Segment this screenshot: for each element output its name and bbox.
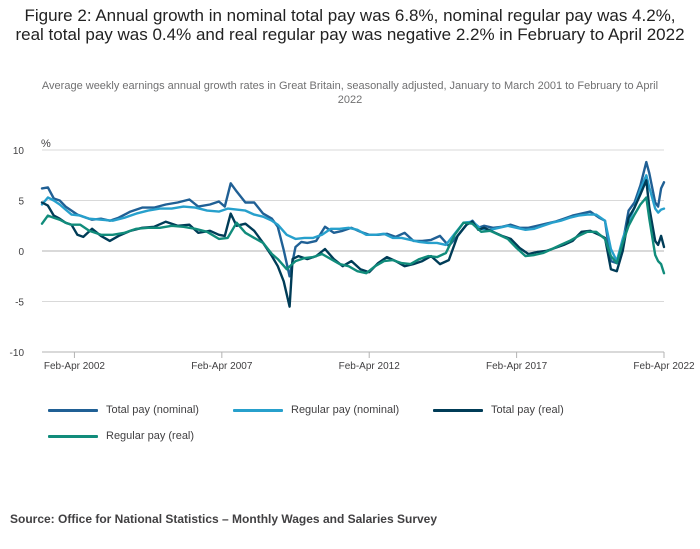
legend-label: Regular pay (real) [106, 430, 195, 442]
x-tick-label: Feb-Apr 2002 [44, 361, 106, 372]
series-line-regular-pay-real [40, 196, 666, 275]
legend-label: Total pay (nominal) [106, 404, 199, 416]
legend-swatch [233, 408, 283, 412]
line-chart: 10 5 0 -5 -10 Feb-Apr 2002 Feb-Apr 2007 Feb-Apr… [10, 138, 695, 372]
legend-label: Regular pay (nominal) [291, 404, 400, 416]
x-tick-label: Feb-Apr 2007 [191, 361, 253, 372]
x-tick-label: Feb-Apr 2017 [486, 361, 548, 372]
legend-item: Regular pay (nominal) [233, 404, 399, 416]
y-tick-label: -5 [15, 298, 24, 309]
chart-subtitle: Average weekly earnings annual growth ra… [41, 80, 659, 106]
x-tick-label: Feb-Apr 2012 [339, 361, 401, 372]
legend-swatch [433, 408, 483, 412]
legend-swatch [48, 408, 98, 412]
y-tick-label: 5 [18, 197, 24, 208]
legend-label: Total pay (real) [491, 404, 564, 416]
chart-title: Figure 2: Annual growth in nominal total… [15, 6, 685, 44]
legend-item: Total pay (real) [433, 404, 564, 416]
source-note: Source: Office for National Statistics –… [10, 512, 438, 526]
y-tick-label: 10 [13, 146, 25, 157]
series-line-total-pay-real [40, 179, 666, 308]
legend-item: Regular pay (real) [48, 430, 194, 442]
y-tick-label: 0 [18, 247, 24, 258]
series-line-regular-pay-nominal [40, 174, 666, 263]
y-tick-label: -10 [10, 348, 25, 359]
x-tick-label: Feb-Apr 2022 [633, 361, 695, 372]
series-line-total-pay-nominal [40, 160, 666, 278]
legend-item: Total pay (nominal) [48, 404, 199, 416]
legend-swatch [48, 434, 98, 438]
y-axis-unit-label: % [41, 138, 51, 150]
